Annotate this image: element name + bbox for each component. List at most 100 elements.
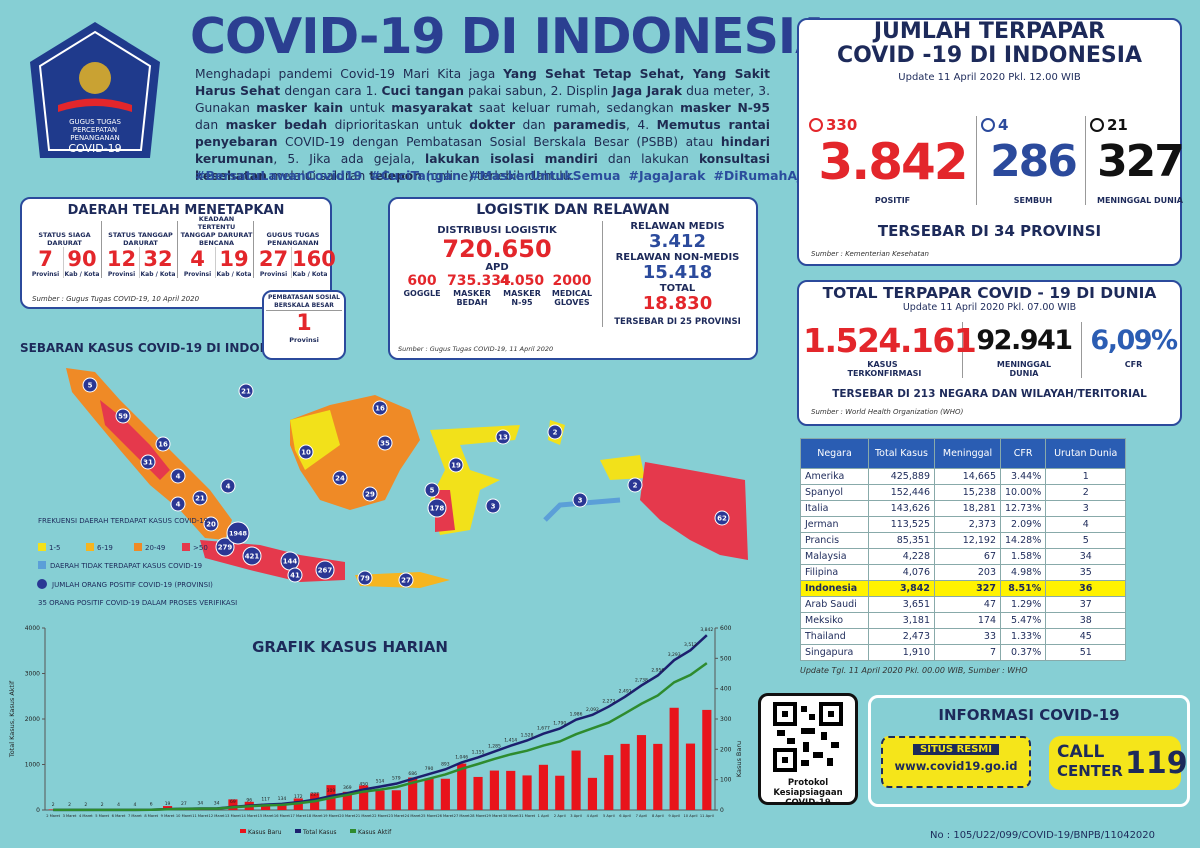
province-circle bbox=[82, 377, 98, 393]
world-value: 1.524.161 bbox=[803, 321, 977, 360]
province-count: 35 bbox=[380, 440, 390, 448]
table-header: Negara Total Kasus Meninggal CFR Urutan Duni… bbox=[800, 438, 1127, 469]
x-tick-label: 3 Maret bbox=[63, 814, 77, 818]
table-cell: Amerika bbox=[800, 468, 869, 485]
province-circle bbox=[203, 516, 219, 532]
world-stat: 92.941 MENINGGAL DUNIA bbox=[967, 322, 1082, 378]
x-tick-label: 3 April bbox=[570, 814, 582, 818]
world-value: 92.941 bbox=[976, 325, 1073, 356]
bar bbox=[702, 709, 712, 810]
table-row: Indonesia 3,842 327 8.51% 36 bbox=[800, 580, 1127, 597]
call-box: CALL CENTER 119 bbox=[1049, 736, 1188, 790]
legend-circle bbox=[37, 579, 47, 589]
table-cell: 4 bbox=[1045, 516, 1127, 533]
bar bbox=[522, 775, 532, 810]
x-tick-label: 6 April bbox=[619, 814, 631, 818]
province-circle bbox=[115, 408, 131, 424]
hashtag: #JagaJarak bbox=[628, 168, 706, 183]
world-label: MENINGGAL DUNIA bbox=[996, 360, 1052, 378]
bar bbox=[408, 777, 418, 810]
table-cell: 8.51% bbox=[999, 580, 1047, 597]
data-label: 1,986 bbox=[570, 712, 583, 718]
y2-axis-title: Kasus Baru bbox=[735, 741, 743, 777]
island-sulawesi bbox=[430, 425, 520, 535]
legend-note: 35 ORANG POSITIF COVID-19 DALAM PROSES V… bbox=[38, 599, 237, 607]
intro-segment: masyarakat bbox=[391, 101, 473, 115]
province-circle bbox=[427, 498, 447, 518]
table-cell: 113,525 bbox=[868, 516, 935, 533]
table-cell: 1.33% bbox=[999, 628, 1047, 645]
legend-label: Kasus Aktif bbox=[358, 829, 392, 836]
x-tick-label: 1 April bbox=[538, 814, 550, 818]
data-label: 514 bbox=[376, 779, 385, 785]
bar bbox=[669, 707, 679, 810]
legend-label: 20-49 bbox=[145, 544, 165, 552]
website-box: SITUS RESMI www.covid19.go.id bbox=[881, 736, 1031, 788]
y2-tick-label: 600 bbox=[720, 625, 732, 632]
legend-swatch bbox=[182, 543, 190, 551]
province-circle bbox=[332, 470, 348, 486]
stat-delta: 21 bbox=[1090, 116, 1190, 134]
table-cell: 174 bbox=[934, 612, 1001, 629]
region-title: DAERAH TELAH MENETAPKAN bbox=[67, 203, 285, 218]
delta-value: 21 bbox=[1107, 116, 1128, 134]
x-tick-label: 26 Maret bbox=[437, 814, 454, 818]
region-item: 27 Provinsi bbox=[256, 247, 292, 278]
data-label: 2 bbox=[84, 802, 87, 808]
stat-label: MENINGGAL DUNIA bbox=[1097, 196, 1183, 205]
apd-item: 2000 MEDICAL GLOVES bbox=[547, 273, 597, 307]
x-tick-label: 2 April bbox=[554, 814, 566, 818]
x-tick-label: 10 April bbox=[684, 814, 698, 818]
region-box: DAERAH TELAH MENETAPKAN STATUS SIAGA DARU… bbox=[20, 197, 336, 309]
province-count: 21 bbox=[195, 495, 205, 503]
logistics-title: LOGISTIK DAN RELAWAN bbox=[476, 202, 670, 218]
province-circle bbox=[448, 457, 464, 473]
table-cell: 36 bbox=[1045, 580, 1127, 597]
data-label: 172 bbox=[294, 794, 303, 800]
apd-value: 4.050 bbox=[499, 273, 545, 289]
bar bbox=[277, 804, 287, 810]
region-unit: Kab / Kota bbox=[216, 271, 252, 278]
province-count: 5 bbox=[88, 382, 93, 390]
y-tick-label: 4000 bbox=[25, 625, 40, 632]
psbb-box: PEMBATASAN SOSIAL BERSKALA BESAR 1 Provins… bbox=[262, 290, 346, 360]
bar bbox=[538, 764, 548, 810]
website-url[interactable]: www.covid19.go.id bbox=[894, 759, 1018, 773]
province-circle bbox=[372, 400, 388, 416]
island-maluku bbox=[548, 420, 645, 480]
indonesia-spread: TERSEBAR DI 34 PROVINSI bbox=[877, 222, 1102, 240]
stat-delta: 330 bbox=[809, 116, 976, 134]
y2-tick-label: 300 bbox=[720, 716, 732, 723]
x-tick-label: 30 Maret bbox=[503, 814, 520, 818]
legend-label: >50 bbox=[193, 544, 208, 552]
logo-text: COVID-19 bbox=[68, 142, 121, 155]
x-tick-label: 2 Maret bbox=[46, 814, 60, 818]
world-value: 6,09% bbox=[1090, 325, 1178, 356]
region-group: STATUS SIAGA DARURAT 7 Provinsi 90 Kab / Kot… bbox=[28, 221, 102, 278]
region-value: 12 bbox=[106, 247, 137, 271]
bar bbox=[375, 790, 385, 810]
call-number[interactable]: 119 bbox=[1125, 746, 1188, 781]
table-cell: Meksiko bbox=[800, 612, 869, 629]
header-cell: Negara bbox=[800, 438, 869, 469]
table-cell: 1,910 bbox=[868, 644, 935, 661]
province-circle bbox=[242, 546, 262, 566]
province-count: 4 bbox=[176, 473, 181, 481]
region-value: 160 bbox=[292, 247, 336, 271]
data-label: 2 bbox=[101, 802, 104, 808]
data-label: 27 bbox=[181, 801, 187, 807]
table-cell: 45 bbox=[1045, 628, 1127, 645]
indonesia-title: COVID -19 DI INDONESIA bbox=[837, 43, 1142, 68]
hashtag: #MaskerUntukSemua bbox=[469, 168, 621, 183]
region-label: STATUS SIAGA DARURAT bbox=[38, 231, 91, 247]
bar bbox=[342, 791, 352, 810]
province-count: 59 bbox=[118, 413, 128, 421]
hashtag: #CuciTangan bbox=[370, 168, 461, 183]
country-table: Negara Total Kasus Meninggal CFR Urutan Duni… bbox=[800, 438, 1127, 661]
volunteer-value: 3.412 bbox=[649, 231, 706, 252]
logo-emblem bbox=[79, 62, 111, 94]
intro-segment: lakukan isolasi mandiri bbox=[425, 152, 598, 166]
province-circle bbox=[238, 383, 254, 399]
table-cell: 37 bbox=[1045, 596, 1127, 613]
data-label: 1,046 bbox=[455, 754, 468, 760]
